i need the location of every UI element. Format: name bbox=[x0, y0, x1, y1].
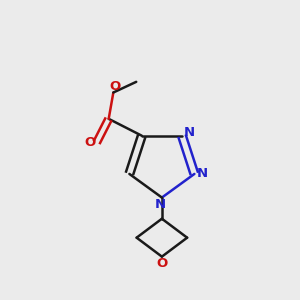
Text: N: N bbox=[155, 199, 166, 212]
Text: O: O bbox=[84, 136, 96, 148]
Text: O: O bbox=[109, 80, 121, 93]
Text: N: N bbox=[184, 126, 195, 139]
Text: O: O bbox=[156, 257, 167, 270]
Text: N: N bbox=[196, 167, 208, 180]
